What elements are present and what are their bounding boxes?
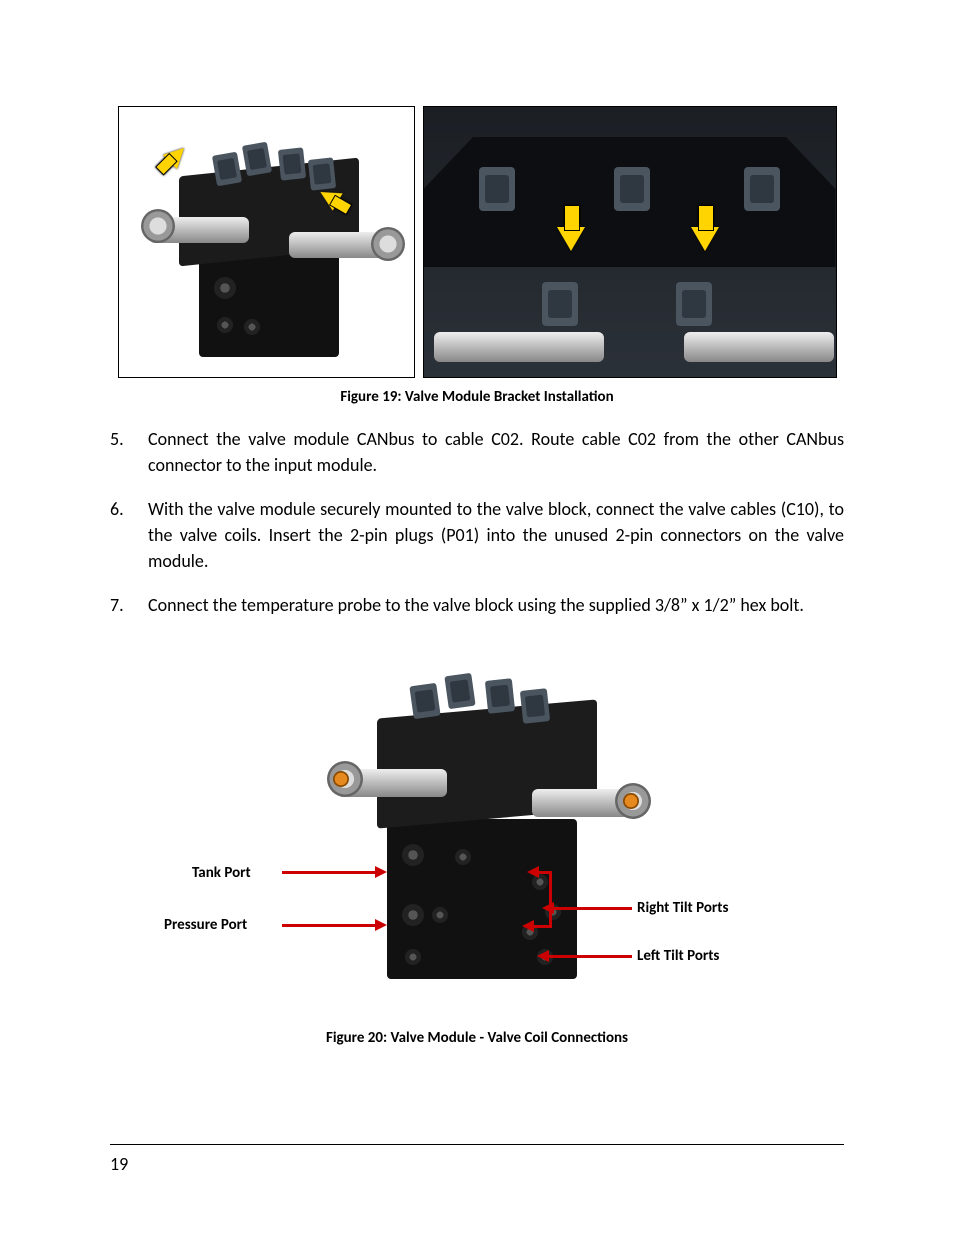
figure-19-caption: Figure 19: Valve Module Bracket Installa… bbox=[110, 388, 844, 406]
arrow-icon bbox=[557, 227, 585, 251]
arrow-icon bbox=[532, 925, 552, 928]
arrow-icon bbox=[282, 871, 377, 874]
label-left-tilt-ports: Left Tilt Ports bbox=[637, 947, 719, 965]
page-number: 19 bbox=[110, 1153, 844, 1175]
instruction-step: 5. Connect the valve module CANbus to ca… bbox=[110, 426, 844, 478]
figure-19-images bbox=[110, 106, 844, 378]
page-footer: 19 bbox=[110, 1144, 844, 1175]
step-text: Connect the temperature probe to the val… bbox=[148, 592, 804, 618]
arrow-icon bbox=[552, 907, 632, 910]
step-text: Connect the valve module CANbus to cable… bbox=[148, 426, 844, 478]
arrow-icon bbox=[282, 924, 377, 927]
arrow-icon bbox=[691, 227, 719, 251]
arrow-icon bbox=[547, 955, 632, 958]
step-number: 6. bbox=[110, 496, 130, 574]
instruction-step: 6. With the valve module securely mounte… bbox=[110, 496, 844, 574]
instruction-list: 5. Connect the valve module CANbus to ca… bbox=[110, 426, 844, 619]
instruction-step: 7. Connect the temperature probe to the … bbox=[110, 592, 844, 618]
label-tank-port: Tank Port bbox=[192, 864, 251, 882]
figure-19-right-image bbox=[423, 106, 837, 378]
figure-20: Tank Port Pressure Port Right Tilt Ports… bbox=[197, 649, 757, 1019]
figure-20-image bbox=[347, 649, 627, 999]
figure-20-caption: Figure 20: Valve Module - Valve Coil Con… bbox=[110, 1029, 844, 1047]
arrow-icon bbox=[549, 871, 552, 909]
step-number: 7. bbox=[110, 592, 130, 618]
arrow-icon bbox=[549, 907, 552, 927]
document-page: Figure 19: Valve Module Bracket Installa… bbox=[0, 0, 954, 1235]
label-right-tilt-ports: Right Tilt Ports bbox=[637, 899, 728, 917]
arrow-icon bbox=[537, 871, 552, 874]
label-pressure-port: Pressure Port bbox=[164, 916, 247, 934]
step-number: 5. bbox=[110, 426, 130, 478]
figure-19-left-image bbox=[118, 106, 415, 378]
footer-rule bbox=[110, 1144, 844, 1145]
step-text: With the valve module securely mounted t… bbox=[148, 496, 844, 574]
